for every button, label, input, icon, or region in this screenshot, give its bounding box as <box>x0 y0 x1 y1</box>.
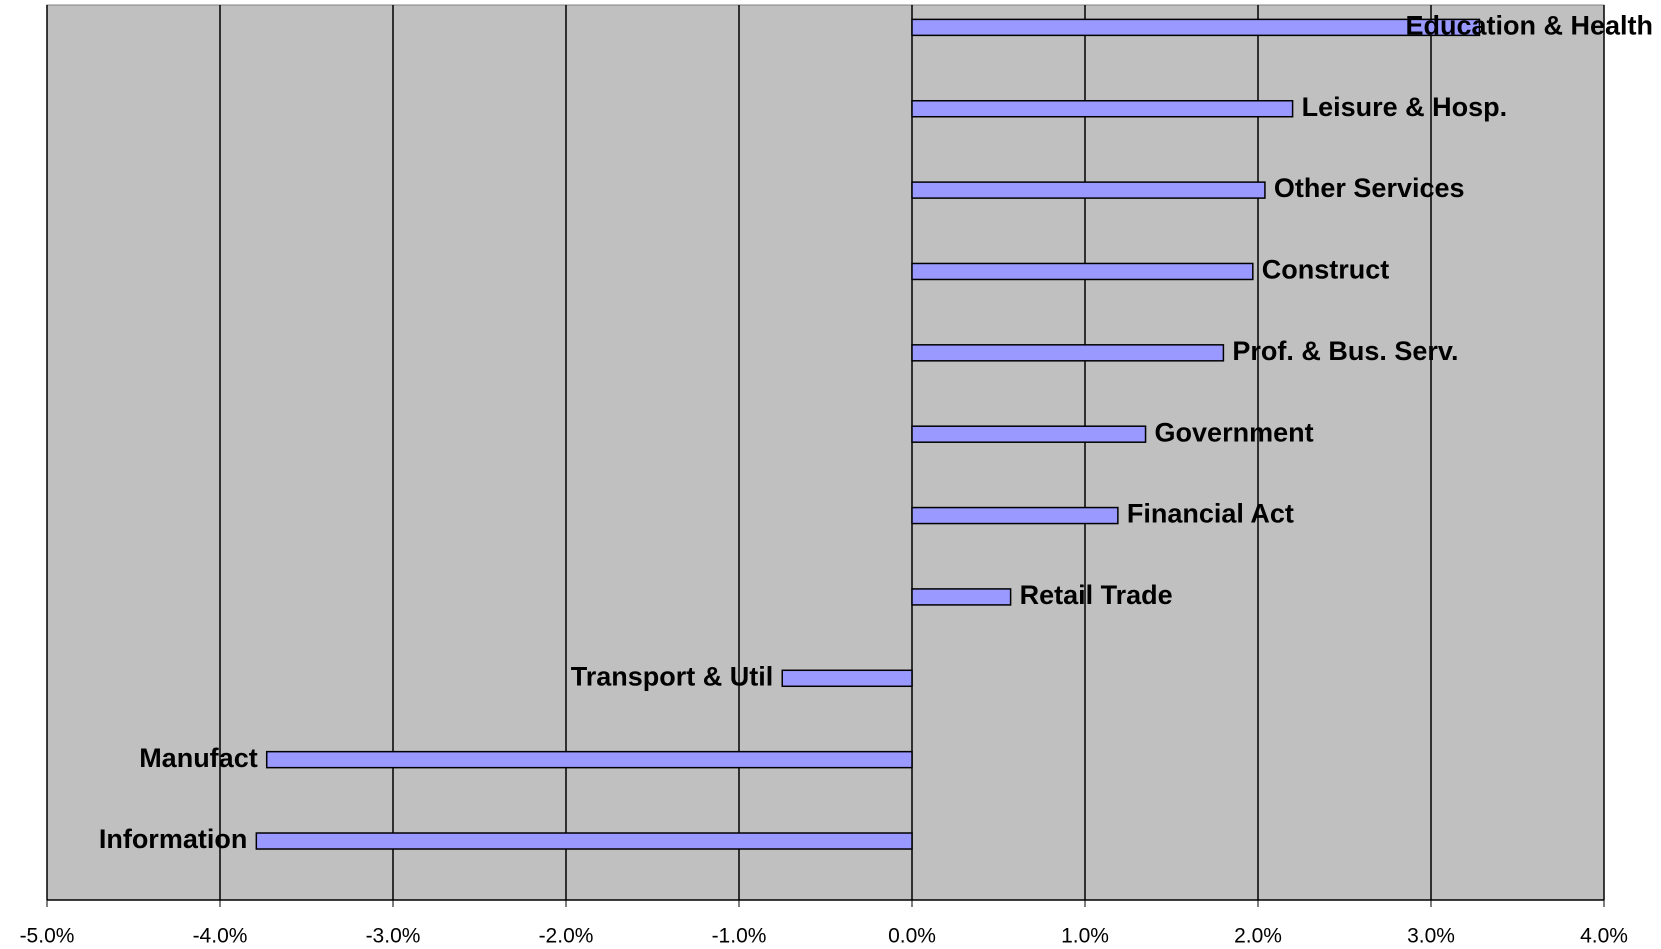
bar-label: Prof. & Bus. Serv. <box>1232 336 1458 366</box>
bar <box>911 18 1481 37</box>
bar-label: Education & Health <box>1405 11 1653 41</box>
bar <box>911 588 1012 606</box>
bar-label: Information <box>99 824 248 854</box>
x-tick-label: 1.0% <box>1061 925 1109 948</box>
plot-area <box>46 4 1605 901</box>
x-tick-label: -2.0% <box>539 925 594 948</box>
x-tick-label: 2.0% <box>1234 925 1282 948</box>
bar <box>911 181 1266 199</box>
x-tick-label: 3.0% <box>1407 925 1455 948</box>
bar-label: Leisure & Hosp. <box>1302 92 1508 122</box>
bar <box>911 425 1147 443</box>
bar <box>911 506 1119 525</box>
x-tick-label: 0.0% <box>888 925 936 948</box>
bar-label: Financial Act <box>1127 499 1294 529</box>
bar <box>911 99 1294 118</box>
bar-label: Manufact <box>139 743 258 773</box>
bar-label: Construct <box>1262 255 1390 285</box>
x-tick-label: -5.0% <box>20 925 75 948</box>
bar <box>265 750 913 769</box>
bar <box>255 832 913 850</box>
bar-label: Government <box>1155 417 1314 447</box>
x-tick-label: 4.0% <box>1580 925 1628 948</box>
x-tick-label: -4.0% <box>193 925 248 948</box>
bar <box>781 669 913 688</box>
bar <box>911 344 1225 362</box>
x-tick-label: -3.0% <box>366 925 421 948</box>
bar-label: Transport & Util <box>571 661 774 691</box>
bar <box>911 262 1254 281</box>
x-tick-label: -1.0% <box>712 925 767 948</box>
bar-label: Retail Trade <box>1020 580 1173 610</box>
bar-label: Other Services <box>1274 173 1465 203</box>
